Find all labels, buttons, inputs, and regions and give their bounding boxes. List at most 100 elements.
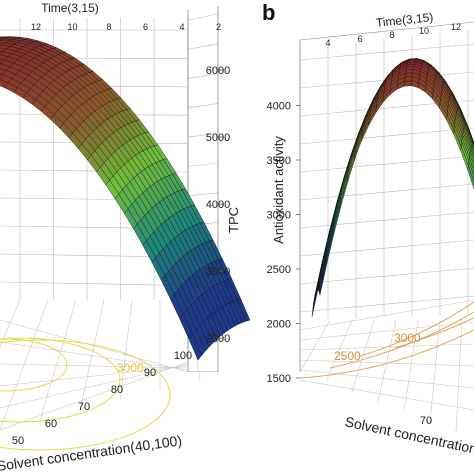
panel-a-front-tick-label: 90 xyxy=(144,367,156,379)
panel-b-contours: 3000 2500 xyxy=(299,301,474,379)
panel-b-contour-line xyxy=(394,317,474,349)
panel-a-surface-plot: 3000 2000 3000 4000 5000 6000 TPC 12 10 8 6 4 2 Time(… xyxy=(0,1,251,474)
panel-b-floor-gridline xyxy=(325,319,353,383)
panel-a-wall-gridline xyxy=(187,43,219,50)
panel-a-front-tick-label: 60 xyxy=(45,418,57,430)
panel-a-wall-gridline xyxy=(187,192,219,197)
panel-a-back-gridline xyxy=(0,281,189,286)
panel-a-surface xyxy=(0,36,251,361)
panel-b-z-tick-label: 1500 xyxy=(267,373,291,385)
panel-a-floor-gridline xyxy=(0,363,189,369)
panel-b-back-gridline xyxy=(299,127,474,145)
panel-a-top-tick-label: 10 xyxy=(67,22,77,32)
panel-a-contour-line xyxy=(0,337,121,423)
panel-b-back-gridline xyxy=(299,43,474,61)
panel-a-top-tick-label: 6 xyxy=(143,22,148,32)
panel-b-floor-gridline xyxy=(299,319,331,373)
panel-b-contour-line xyxy=(299,329,474,379)
panel-b-surface-plot: b 3000 2500 1500 2000 2500 3000 3500 4000 Antioxi… xyxy=(262,0,474,457)
panel-b-z-tick-label: 3500 xyxy=(267,155,291,167)
panel-a-top-tick-label: 4 xyxy=(179,22,184,32)
panel-b-z-tick-label: 2000 xyxy=(267,319,291,331)
panel-b-back-gridline xyxy=(299,295,474,313)
panel-b-contour-label: 2500 xyxy=(334,349,361,363)
panel-b-z-tick-label: 3000 xyxy=(267,210,291,222)
panel-a-z-tick-label: 2000 xyxy=(206,333,230,345)
panel-a-surface-patch xyxy=(188,333,202,361)
panel-b-z-axis-title: Antioxidant activity xyxy=(271,136,286,244)
panel-b-z-axis: 1500 2000 2500 3000 3500 4000 Antioxidant acti… xyxy=(267,101,300,385)
panel-a-front-axis-title: Solvent concentration(40,100) xyxy=(0,432,183,474)
panel-b-floor-gridline xyxy=(377,319,397,403)
panel-b-surface-patch xyxy=(467,165,474,190)
panel-a-top-axis-title: Time(3,15) xyxy=(41,1,99,15)
panel-a-z-tick-label: 3000 xyxy=(206,266,230,278)
panel-b-floor-gridline xyxy=(351,319,375,393)
panel-b-floor-gridline xyxy=(299,379,474,411)
panel-a-floor-gridline xyxy=(0,361,189,431)
panel-b-floor-gridline xyxy=(299,321,474,341)
panel-b-floor-gridline xyxy=(299,369,474,389)
panel-a-contour-line xyxy=(0,339,171,451)
panel-a-floor-gridline xyxy=(39,299,77,421)
panel-b-label: b xyxy=(262,0,275,25)
panel-a-contour-line xyxy=(0,338,68,392)
panel-a-contour-label: 3000 xyxy=(117,361,144,375)
panel-b-front-tick-label: 70 xyxy=(420,415,432,427)
panel-b-surface-patch xyxy=(469,151,474,168)
panel-a-front-tick-label: 50 xyxy=(12,435,24,447)
panel-b-back-gridline xyxy=(299,267,474,285)
panel-a-floor-gridline xyxy=(0,341,189,371)
panel-b-top-tick-label: 12 xyxy=(451,22,461,32)
panel-b-z-tick-label: 4000 xyxy=(267,101,291,113)
panel-b-floor-gridline xyxy=(429,319,441,423)
panel-b-top-axis: 4 6 8 10 12 Time(3,15) xyxy=(325,10,461,48)
panel-b-top-tick-label: 6 xyxy=(357,34,362,44)
panel-b-floor-gridline xyxy=(299,299,474,331)
panel-b-floor-gridline xyxy=(455,319,463,433)
panel-a-z-axis: 2000 3000 4000 5000 6000 TPC xyxy=(206,65,241,345)
panel-b-contour-label: 3000 xyxy=(394,331,421,345)
panel-b-z-tick-label: 2500 xyxy=(267,264,291,276)
panel-a-z-tick-label: 5000 xyxy=(206,132,230,144)
panel-a-contours: 3000 xyxy=(0,337,171,451)
panel-a-top-tick-label: 8 xyxy=(106,22,111,32)
panel-a-top-tick-label: 12 xyxy=(31,22,41,32)
panel-a-z-axis-title: TPC xyxy=(226,207,241,233)
panel-b-top-tick-label: 8 xyxy=(389,30,394,40)
panel-a-z-tick-label: 6000 xyxy=(206,65,230,77)
panel-a-floor-gridline xyxy=(0,299,21,348)
panel-a-floor-gridline xyxy=(0,365,189,387)
panel-a-floor-gridline xyxy=(0,319,189,373)
panel-b-wall-edge xyxy=(299,21,474,41)
panel-b-top-axis-title: Time(3,15) xyxy=(375,10,434,30)
panel-a-front-tick-label: 80 xyxy=(111,384,123,396)
panel-b-surface-patch xyxy=(469,153,474,173)
panel-a-wall-gridline xyxy=(187,162,219,167)
panel-b-back-gridline xyxy=(299,155,474,173)
panel-b-back-gridline xyxy=(299,211,474,229)
panel-a-floor-gridline xyxy=(0,299,49,431)
panel-a-wall-gridline xyxy=(187,103,219,109)
panel-a-front-tick-label: 70 xyxy=(78,401,90,413)
panel-b-surface-patch xyxy=(403,80,412,87)
panel-a-front-tick-label: 100 xyxy=(174,350,192,362)
panel-b-surface xyxy=(311,58,474,317)
panel-b-surface-patch xyxy=(311,279,320,317)
panel-b-top-tick-label: 10 xyxy=(419,26,429,36)
panel-b-back-gridline xyxy=(299,183,474,201)
panel-b-front-axis-title: Solvent concentration xyxy=(344,413,474,457)
panel-a-wall-gridline xyxy=(187,73,219,79)
panel-a-top-tick-label: 2 xyxy=(216,22,221,32)
panel-b-contour-line xyxy=(359,301,474,357)
panel-b-surface-patch xyxy=(404,76,413,82)
panel-a-wall-gridline xyxy=(187,132,219,138)
panel-a-top-axis: 12 10 8 6 4 2 Time(3,15) xyxy=(31,1,221,32)
panel-a-z-tick-label: 4000 xyxy=(206,199,230,211)
panel-a-wall-gridline xyxy=(187,13,219,21)
panel-a-floor-gridline xyxy=(119,299,133,401)
panel-b-top-tick-label: 4 xyxy=(325,38,330,48)
panel-a-floor-gridline xyxy=(79,299,105,411)
